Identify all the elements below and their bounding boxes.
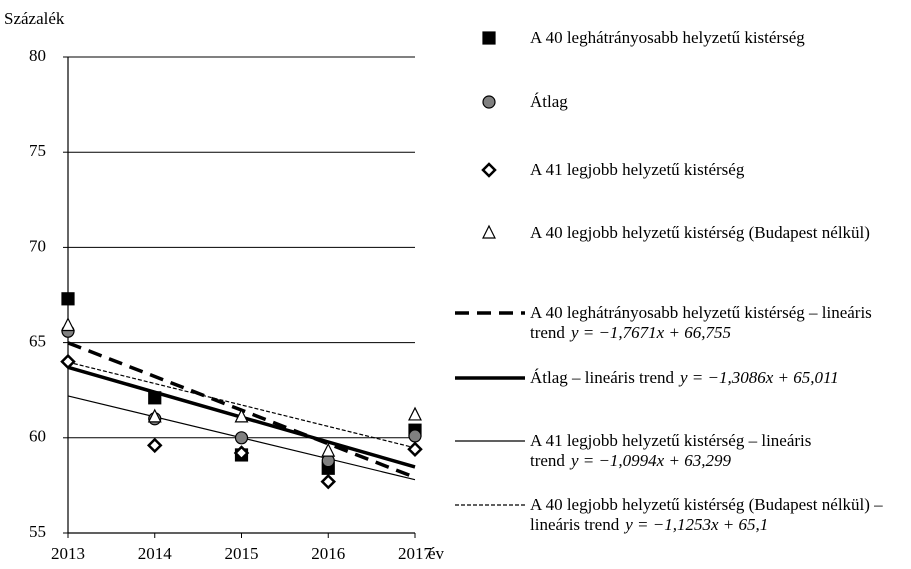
y-axis-label: Százalék	[4, 9, 65, 28]
legend-item: A 41 legjobb helyzetű kistérség – lineár…	[530, 431, 905, 471]
x-tick-label: 2015	[225, 544, 259, 563]
marker	[146, 437, 163, 454]
legend-label: A 41 legjobb helyzetű kistérség – lineár…	[530, 431, 812, 470]
marker	[234, 431, 249, 445]
legend-item: A 40 leghátrányosabb helyzetű kistérség	[530, 28, 905, 48]
marker	[234, 408, 249, 423]
x-tick-label: 2016	[311, 544, 345, 563]
y-tick-label: 55	[29, 522, 46, 541]
y-tick-label: 60	[29, 427, 46, 446]
legend-label: Átlag – lineáris trend	[530, 368, 674, 387]
legend-label: Átlag	[530, 92, 568, 111]
y-tick-label: 75	[29, 141, 46, 160]
legend-label: A 40 legjobb helyzetű kistérség (Budapes…	[530, 495, 883, 534]
y-tick-label: 80	[29, 46, 46, 65]
marker	[148, 391, 162, 405]
marker	[482, 31, 496, 45]
marker	[233, 445, 250, 461]
x-axis-label: év	[428, 544, 445, 563]
marker	[61, 317, 75, 332]
legend-equation: y = −1,0994x + 63,299	[570, 451, 731, 470]
marker	[408, 429, 422, 443]
legend-equation: y = −1,3086x + 65,011	[680, 368, 839, 387]
legend-label: A 40 leghátrányosabb helyzetű kistérség	[530, 28, 805, 47]
marker	[407, 441, 423, 457]
marker	[321, 442, 336, 457]
marker	[60, 353, 76, 370]
marker	[482, 224, 496, 239]
legend-item: Átlag – lineáris trend y = −1,3086x + 65,…	[530, 368, 905, 388]
y-tick-label: 65	[29, 332, 46, 351]
legend-equation: y = −1,1253x + 65,1	[625, 515, 769, 534]
legend-label: A 40 leghátrányosabb helyzetű kistérség …	[530, 303, 872, 342]
marker	[147, 408, 162, 423]
y-tick-label: 70	[29, 236, 46, 255]
x-tick-label: 2014	[138, 544, 173, 563]
legend-label: A 40 legjobb helyzetű kistérség (Budapes…	[530, 223, 870, 242]
marker	[61, 292, 75, 306]
marker	[481, 162, 497, 178]
marker	[482, 95, 496, 109]
legend-item: A 40 legjobb helyzetű kistérség (Budapes…	[530, 495, 905, 535]
trend-line	[67, 361, 416, 449]
marker	[320, 473, 337, 490]
legend-item: Átlag	[530, 92, 905, 112]
legend-item: A 40 leghátrányosabb helyzetű kistérség …	[530, 303, 905, 343]
x-tick-label: 2013	[51, 544, 85, 563]
legend-item: A 41 legjobb helyzetű kistérség	[530, 160, 905, 180]
legend-item: A 40 legjobb helyzetű kistérség (Budapes…	[530, 223, 905, 243]
legend-equation: y = −1,7671x + 66,755	[570, 323, 731, 342]
marker	[408, 406, 422, 421]
x-tick-label: 2017	[398, 544, 433, 563]
legend-label: A 41 legjobb helyzetű kistérség	[530, 160, 745, 179]
